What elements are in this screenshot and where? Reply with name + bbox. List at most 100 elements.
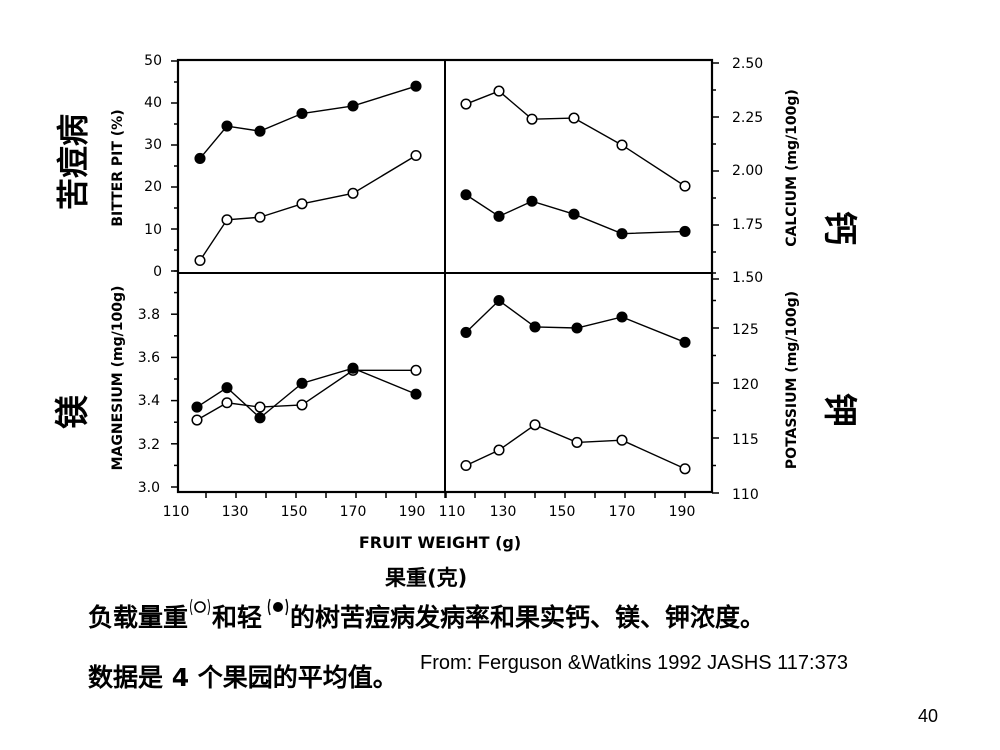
series-line-filled-top-right bbox=[465, 194, 686, 235]
data-point-open bbox=[410, 149, 422, 162]
open-circle-legend-icon bbox=[190, 598, 211, 616]
x-tick-label: 150 bbox=[549, 504, 576, 520]
data-point-open bbox=[616, 139, 628, 151]
data-point-filled bbox=[254, 125, 266, 137]
tick-label-calcium: 2.50 bbox=[732, 56, 763, 72]
y-axis-label-cn-bitter-pit: 苦痘病 bbox=[54, 114, 92, 210]
data-point-open bbox=[254, 401, 266, 413]
data-point-open bbox=[460, 98, 472, 110]
data-point-open bbox=[568, 112, 580, 124]
series-line-open-bottom-right bbox=[465, 424, 686, 470]
tick-label-bitter-pit: 0 bbox=[153, 264, 162, 280]
tick-label-calcium: 2.00 bbox=[732, 163, 763, 179]
tick-label-bitter-pit: 10 bbox=[144, 222, 162, 238]
tick-label-magnesium: 3.0 bbox=[138, 480, 160, 496]
x-tick-label: 110 bbox=[163, 504, 190, 520]
caption-part-heavy: 负载量重 bbox=[88, 603, 189, 632]
data-point-filled bbox=[616, 228, 628, 240]
data-point-filled bbox=[616, 311, 628, 323]
data-point-open bbox=[460, 459, 472, 472]
data-point-filled bbox=[526, 195, 538, 207]
tick-label-potassium: 120 bbox=[732, 377, 759, 393]
data-point-filled bbox=[254, 412, 266, 424]
data-point-filled bbox=[347, 362, 359, 374]
data-point-open bbox=[347, 187, 359, 199]
data-point-open bbox=[296, 198, 308, 210]
data-point-filled bbox=[493, 294, 505, 307]
y-axis-label-cn-magnesium: 镁 bbox=[53, 395, 93, 429]
y-axis-label-magnesium: MAGNESIUM (mg/100g) bbox=[110, 286, 126, 471]
tick-label-potassium: 115 bbox=[732, 432, 759, 448]
x-tick-label: 150 bbox=[281, 504, 308, 520]
tick-label-magnesium: 3.4 bbox=[138, 393, 160, 409]
series-line-open-bottom-left bbox=[196, 369, 416, 421]
caption-part-light: 和轻 bbox=[212, 603, 263, 632]
tick-label-calcium: 1.75 bbox=[732, 217, 763, 233]
series-line-filled-top-left bbox=[199, 85, 417, 159]
data-point-filled bbox=[410, 80, 422, 92]
tick-label-bitter-pit: 50 bbox=[144, 53, 162, 69]
data-point-open bbox=[296, 399, 308, 411]
data-point-open bbox=[529, 419, 541, 431]
tick-label-bitter-pit: 30 bbox=[144, 137, 162, 153]
data-point-filled bbox=[191, 401, 203, 413]
series-line-filled-bottom-left bbox=[196, 367, 417, 419]
x-tick-label: 130 bbox=[222, 504, 249, 520]
data-point-open bbox=[191, 414, 203, 426]
data-point-open bbox=[679, 180, 691, 192]
data-point-filled bbox=[679, 336, 691, 348]
x-tick-label: 190 bbox=[399, 504, 426, 520]
tick-label-bitter-pit: 40 bbox=[144, 95, 162, 111]
data-point-open bbox=[493, 444, 505, 456]
source-citation: From: Ferguson &Watkins 1992 JASHS 117:3… bbox=[420, 652, 848, 674]
data-point-open bbox=[221, 397, 233, 409]
tick-label-potassium: 110 bbox=[732, 487, 759, 503]
chart-marks bbox=[171, 60, 719, 498]
x-axis-label: FRUIT WEIGHT (g) bbox=[359, 533, 521, 552]
data-point-filled bbox=[347, 100, 359, 112]
data-point-filled bbox=[679, 225, 691, 238]
data-point-open bbox=[194, 254, 206, 267]
data-point-open bbox=[254, 211, 266, 223]
tick-label-calcium: 1.50 bbox=[732, 270, 763, 286]
data-point-filled bbox=[493, 210, 505, 222]
x-tick-label: 170 bbox=[609, 504, 636, 520]
data-point-filled bbox=[296, 107, 308, 120]
y-axis-label-cn-calcium: 钙 bbox=[819, 211, 859, 245]
y-axis-label-potassium: POTASSIUM (mg/100g) bbox=[784, 291, 800, 469]
y-axis-label-bitter-pit: BITTER PIT (%) bbox=[110, 109, 126, 226]
series-line-filled-bottom-right bbox=[465, 299, 686, 343]
caption-line-1: 负载量重 和轻 的树苦痘病发病率和果实钙、镁、钾浓度。 bbox=[88, 596, 765, 634]
data-point-filled bbox=[221, 120, 233, 132]
y-axis-label-cn-potassium: 钾 bbox=[819, 393, 859, 427]
data-point-filled bbox=[460, 189, 472, 201]
data-point-filled bbox=[460, 326, 472, 338]
x-axis-label-cn: 果重(克) bbox=[385, 566, 468, 590]
data-point-filled bbox=[410, 388, 422, 400]
data-point-open bbox=[571, 436, 583, 448]
series-line-open-top-left bbox=[199, 154, 417, 261]
data-point-filled bbox=[221, 382, 233, 394]
tick-label-magnesium: 3.6 bbox=[138, 350, 160, 366]
data-point-open bbox=[221, 214, 233, 226]
tick-label-bitter-pit: 20 bbox=[144, 179, 162, 195]
series-line-open-top-right bbox=[465, 90, 686, 187]
data-point-open bbox=[410, 364, 422, 376]
tick-label-potassium: 125 bbox=[732, 322, 759, 338]
data-point-filled bbox=[568, 208, 580, 220]
x-tick-label: 130 bbox=[490, 504, 517, 520]
caption-part-rest: 的树苦痘病发病率和果实钙、镁、钾浓度。 bbox=[290, 603, 766, 632]
caption-line-2: 数据是 4 个果园的平均值。 bbox=[88, 663, 398, 692]
data-point-filled bbox=[529, 321, 541, 333]
data-point-filled bbox=[194, 152, 206, 164]
x-tick-label: 170 bbox=[340, 504, 367, 520]
data-point-open bbox=[616, 434, 628, 446]
tick-label-magnesium: 3.8 bbox=[138, 307, 160, 323]
data-point-filled bbox=[296, 377, 308, 389]
data-point-open bbox=[679, 463, 691, 475]
y-axis-label-calcium: CALCIUM (mg/100g) bbox=[784, 89, 800, 246]
x-tick-label: 190 bbox=[669, 504, 696, 520]
page-number: 40 bbox=[918, 706, 939, 726]
data-point-open bbox=[493, 85, 505, 97]
